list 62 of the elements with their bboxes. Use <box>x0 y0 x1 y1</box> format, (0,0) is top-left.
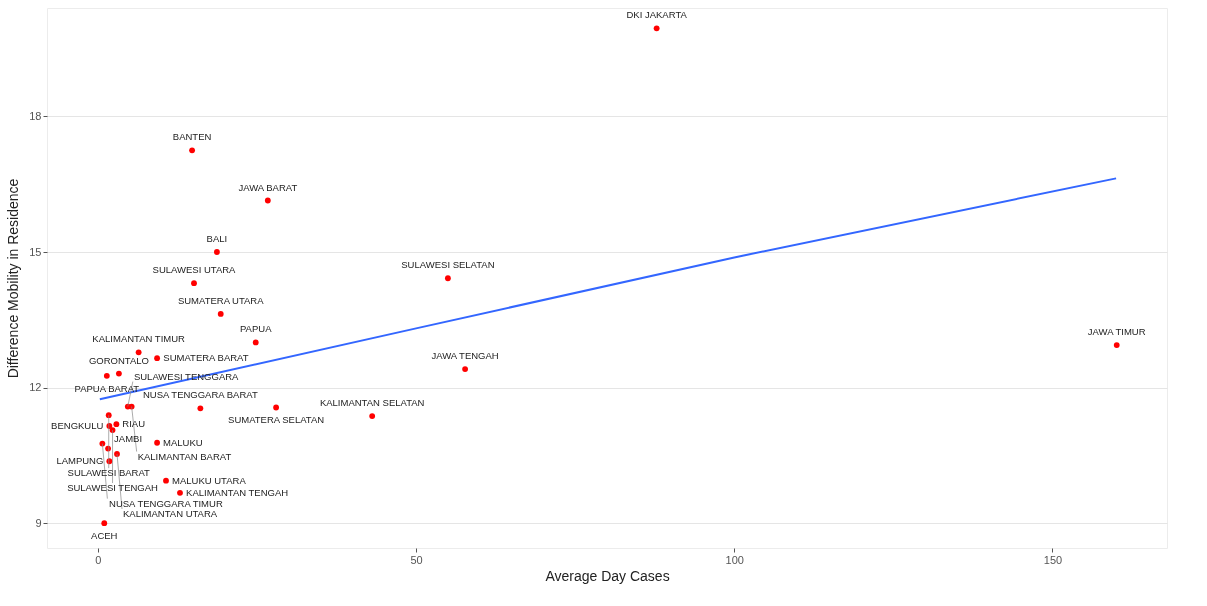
annotation: SULAWESI UTARA <box>152 264 237 276</box>
annotation: DKI JAKARTA <box>626 9 688 21</box>
point <box>213 249 220 255</box>
y-axis-title: Difference Mobility in Residence <box>5 178 22 379</box>
annotation: RIAU <box>122 418 146 430</box>
point <box>191 280 197 287</box>
annotation: BALI <box>206 233 228 245</box>
point <box>101 520 108 527</box>
annotation: BANTEN <box>172 131 212 143</box>
annotation: SUMATERA UTARA <box>177 294 265 306</box>
point <box>113 421 120 428</box>
point <box>103 372 110 379</box>
annotation: GORONTALO <box>88 354 149 366</box>
point <box>369 413 376 419</box>
annotation: LAMPUNG <box>56 455 104 467</box>
x-tick-label: 150 <box>1043 553 1063 566</box>
annotation: MALUKU <box>163 436 203 448</box>
point <box>189 147 196 154</box>
annotation: KALIMANTAN SELATAN <box>319 397 425 409</box>
point <box>177 489 183 496</box>
annotation: MALUKU UTARA <box>171 474 247 486</box>
point <box>163 477 169 484</box>
point <box>1113 342 1120 349</box>
x-axis-title: Average Day Cases <box>545 567 670 584</box>
annotation: SUMATERA SELATAN <box>228 414 325 426</box>
annotation: PAPUA <box>239 323 273 335</box>
point <box>115 370 122 377</box>
annotation: KALIMANTAN UTARA <box>123 508 218 520</box>
point <box>135 349 142 356</box>
x-tick-label: 50 <box>410 553 423 566</box>
point <box>653 25 660 32</box>
annotation: KALIMANTAN TIMUR <box>92 333 186 345</box>
annotation: SULAWESI BARAT <box>67 467 151 479</box>
annotation: NUSA TENGGARA TIMUR <box>109 497 223 509</box>
point <box>264 197 271 204</box>
annotation: SULAWESI SELATAN <box>401 259 495 271</box>
x-tick-label: 0 <box>95 553 102 566</box>
annotation: NUSA TENGGARA BARAT <box>143 389 258 401</box>
point <box>197 405 204 412</box>
point <box>217 311 224 317</box>
point <box>154 355 161 362</box>
point <box>252 339 259 346</box>
annotation: PAPUA BARAT <box>74 382 140 394</box>
annotation: JAWA TIMUR <box>1087 326 1146 338</box>
annotation: JAMBI <box>114 432 143 444</box>
point <box>462 366 469 372</box>
annotation: SUMATERA BARAT <box>163 352 249 364</box>
annotation: ACEH <box>91 530 118 542</box>
point <box>154 439 161 446</box>
y-tick-label: 9 <box>35 516 42 529</box>
y-tick-label: 15 <box>29 245 42 258</box>
annotation: BENGKULU <box>51 419 104 431</box>
point <box>444 275 451 282</box>
annotation: JAWA TENGAH <box>431 350 499 362</box>
y-tick-label: 12 <box>29 381 42 394</box>
annotation: KALIMANTAN TENGAH <box>186 486 289 498</box>
annotation: KALIMANTAN BARAT <box>137 450 232 462</box>
annotation: SULAWESI TENGAH <box>67 482 159 494</box>
x-tick-label: 100 <box>725 553 744 566</box>
point <box>273 404 280 411</box>
annotation: JAWA BARAT <box>238 181 298 193</box>
y-tick-label: 18 <box>29 109 42 122</box>
